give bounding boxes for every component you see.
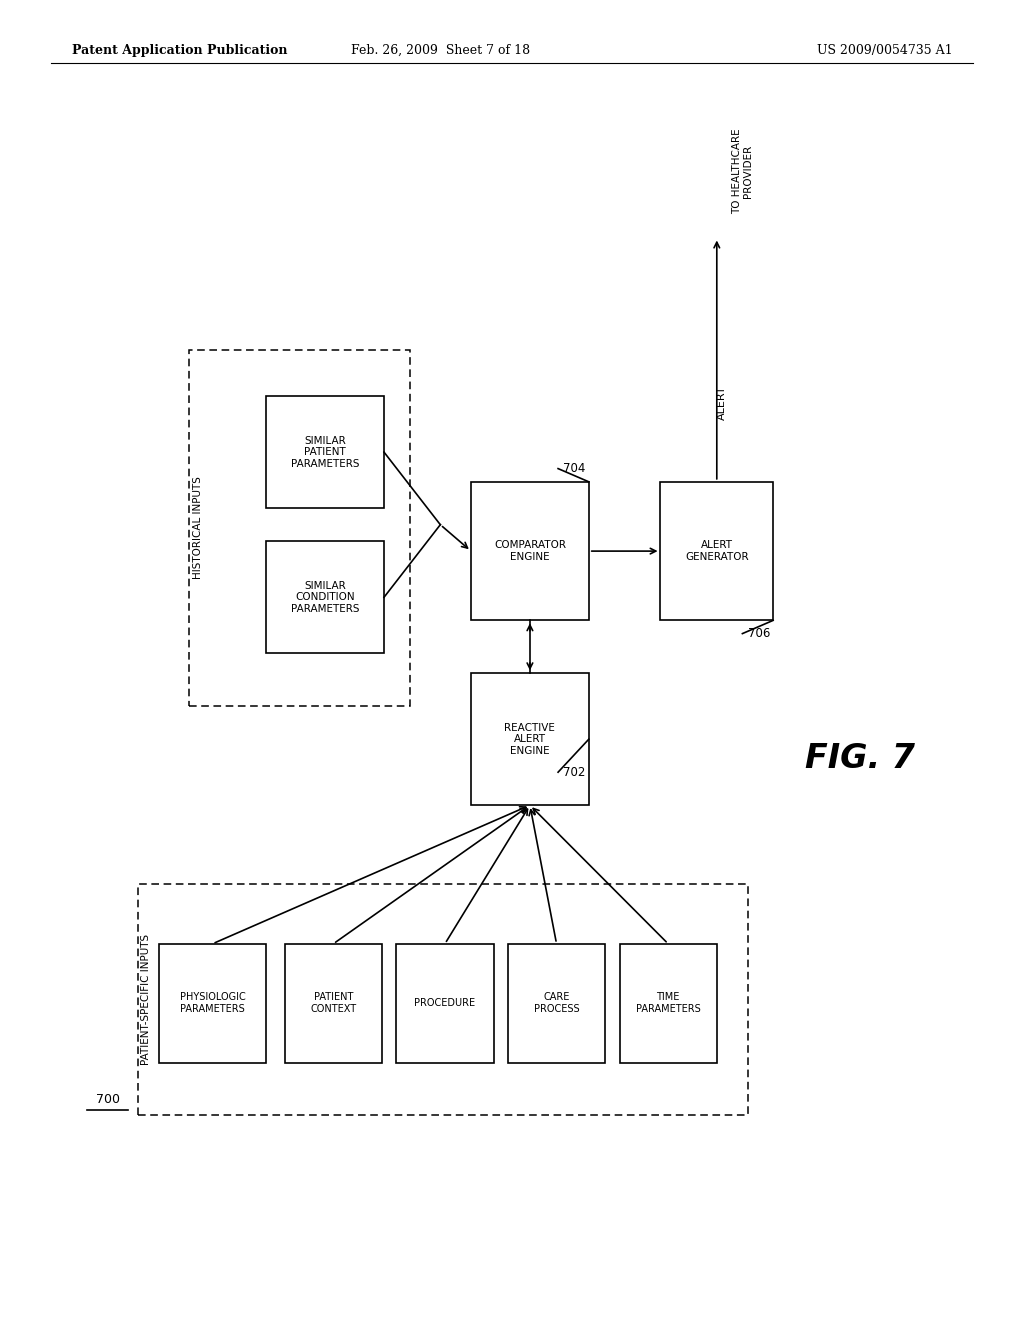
Text: COMPARATOR
ENGINE: COMPARATOR ENGINE <box>494 540 566 562</box>
Text: PHYSIOLOGIC
PARAMETERS: PHYSIOLOGIC PARAMETERS <box>179 993 246 1014</box>
Text: ALERT: ALERT <box>717 385 727 420</box>
Text: Patent Application Publication: Patent Application Publication <box>72 44 287 57</box>
Text: PROCEDURE: PROCEDURE <box>415 998 475 1008</box>
Bar <box>620 944 717 1063</box>
Bar <box>266 541 384 653</box>
Text: PATIENT-SPECIFIC INPUTS: PATIENT-SPECIFIC INPUTS <box>141 933 152 1065</box>
Text: PATIENT
CONTEXT: PATIENT CONTEXT <box>310 993 356 1014</box>
Bar <box>471 482 589 620</box>
Text: Feb. 26, 2009  Sheet 7 of 18: Feb. 26, 2009 Sheet 7 of 18 <box>351 44 529 57</box>
Bar <box>159 944 266 1063</box>
Text: CARE
PROCESS: CARE PROCESS <box>534 993 580 1014</box>
Text: HISTORICAL INPUTS: HISTORICAL INPUTS <box>193 477 203 579</box>
Text: US 2009/0054735 A1: US 2009/0054735 A1 <box>817 44 952 57</box>
Text: TIME
PARAMETERS: TIME PARAMETERS <box>636 993 700 1014</box>
Text: 704: 704 <box>563 462 586 475</box>
Bar <box>189 350 410 706</box>
Text: 700: 700 <box>95 1093 120 1106</box>
Text: TO HEALTHCARE
PROVIDER: TO HEALTHCARE PROVIDER <box>731 129 754 214</box>
Text: ALERT
GENERATOR: ALERT GENERATOR <box>685 540 749 562</box>
Bar <box>471 673 589 805</box>
Text: SIMILAR
CONDITION
PARAMETERS: SIMILAR CONDITION PARAMETERS <box>291 581 359 614</box>
Bar <box>396 944 494 1063</box>
Text: 702: 702 <box>563 766 586 779</box>
Text: SIMILAR
PATIENT
PARAMETERS: SIMILAR PATIENT PARAMETERS <box>291 436 359 469</box>
Text: 706: 706 <box>748 627 770 640</box>
Text: FIG. 7: FIG. 7 <box>805 742 915 776</box>
Bar <box>138 884 748 1115</box>
Bar <box>660 482 773 620</box>
Text: REACTIVE
ALERT
ENGINE: REACTIVE ALERT ENGINE <box>505 722 555 756</box>
Bar <box>285 944 382 1063</box>
Bar <box>508 944 605 1063</box>
Bar <box>266 396 384 508</box>
